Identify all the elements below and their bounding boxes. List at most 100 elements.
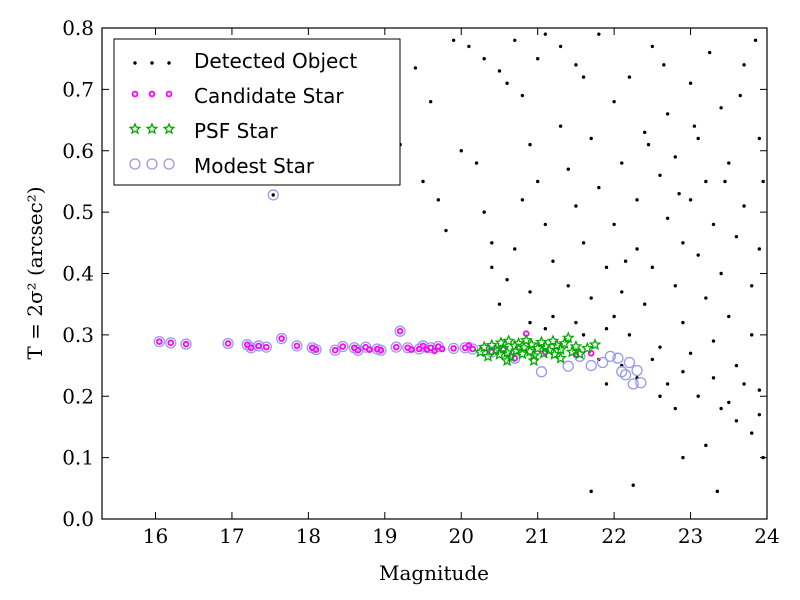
detected-object-point [528, 290, 532, 294]
detected-object-point [750, 284, 754, 288]
modest-star-point [585, 359, 597, 372]
y-tick-label: 0.3 [62, 323, 94, 347]
candidate-star-point [278, 335, 285, 342]
psf-star-point [516, 347, 529, 360]
detected-object-point [566, 284, 570, 288]
detected-object-point [658, 345, 662, 349]
psf-star-point [477, 340, 491, 353]
legend-entry: PSF Star [128, 119, 278, 143]
modest-star-point [222, 337, 234, 350]
detected-object-point [688, 81, 693, 85]
modest-star-point [616, 366, 628, 378]
detected-object-point [620, 161, 624, 165]
legend-marker [162, 122, 176, 135]
legend-marker [133, 61, 137, 65]
modest-star-point [535, 366, 548, 378]
y-tick-label: 0.7 [62, 77, 94, 101]
detected-object-point [665, 216, 670, 220]
detected-object-point [757, 136, 762, 141]
x-tick-label: 21 [525, 524, 550, 548]
detected-object-point [681, 370, 685, 374]
candidate-star-point [438, 345, 446, 353]
detected-object-point [761, 179, 765, 184]
detected-object-point [581, 333, 586, 337]
detected-object-point [604, 265, 609, 270]
detected-object-point [520, 93, 525, 98]
detected-object-point [696, 136, 700, 141]
modest-star-point [467, 343, 479, 355]
detected-object-point [482, 56, 486, 61]
detected-object-point [513, 38, 517, 42]
detected-object-point [707, 50, 712, 55]
psf-star-point [509, 344, 523, 357]
detected-object-point [271, 193, 275, 197]
candidate-star-point [354, 346, 362, 354]
x-tick-label: 24 [754, 524, 779, 548]
candidate-star-point [408, 346, 415, 353]
y-tick-label: 0.4 [62, 262, 94, 286]
detected-object-point [513, 247, 517, 251]
detected-object-point [742, 204, 746, 208]
candidate-star-point [392, 343, 400, 351]
legend-label: Candidate Star [194, 84, 344, 108]
detected-object-point [581, 75, 586, 79]
detected-object-point [662, 63, 666, 67]
psf-star-point [573, 347, 587, 360]
detected-object-point [734, 419, 739, 423]
x-tick-label: 16 [143, 524, 168, 548]
detected-object-point [566, 167, 570, 171]
detected-object-point [467, 44, 471, 49]
detected-object-point [421, 179, 425, 184]
detected-object-point [490, 265, 494, 270]
detected-object-point [558, 44, 563, 49]
detected-object-point [711, 339, 716, 343]
psf-star-point [569, 339, 583, 352]
modest-star-point [180, 338, 192, 350]
detected-object-point [574, 204, 578, 208]
psf-star-point [527, 349, 541, 362]
detected-object-point [723, 179, 727, 184]
y-tick-label: 0.8 [62, 16, 94, 40]
modest-star-point [627, 378, 639, 390]
detected-object-point [535, 56, 540, 61]
x-tick-label: 20 [449, 524, 474, 548]
modest-star-point [260, 341, 272, 353]
legend-entries: Detected Object Candidate Star PSF Star Mod… [128, 49, 357, 178]
detected-object-point [673, 406, 677, 411]
y-tick-label: 0.2 [62, 384, 94, 408]
legend-marker [131, 90, 139, 98]
detected-object-point [673, 284, 677, 288]
detected-object-point [704, 443, 708, 448]
x-tick-label: 22 [601, 524, 626, 548]
detected-object-point [574, 320, 578, 325]
detected-object-point [589, 296, 593, 300]
detected-object-point [727, 314, 731, 319]
candidate-star-point [339, 343, 347, 350]
modest-star-point [390, 341, 402, 353]
candidate-star-point [366, 346, 373, 353]
psf-star-point [502, 334, 516, 347]
psf-star-point [527, 353, 541, 367]
detected-object-point [505, 81, 509, 85]
modest-star-point [619, 369, 632, 381]
x-tick-label: 18 [296, 524, 321, 548]
detected-object-point [623, 259, 628, 263]
candidate-star-point [331, 346, 339, 354]
detected-object-point [650, 357, 655, 362]
detected-object-point [757, 412, 762, 417]
modest-star-series [153, 189, 647, 390]
detected-object-point [635, 198, 639, 202]
detected-object-point [497, 302, 502, 306]
detected-object-point [612, 314, 616, 319]
modest-star-point [597, 356, 609, 369]
detected-object-point [535, 179, 540, 184]
candidate-star-point [415, 345, 423, 353]
legend-marker [163, 158, 175, 170]
psf-star-point [565, 345, 579, 358]
candidate-star-point [255, 342, 262, 350]
psf-star-point [493, 347, 506, 360]
x-tick-label: 17 [219, 524, 244, 548]
detected-object-point [734, 234, 739, 239]
candidate-star-point [247, 344, 255, 352]
detected-object-point [658, 173, 662, 177]
